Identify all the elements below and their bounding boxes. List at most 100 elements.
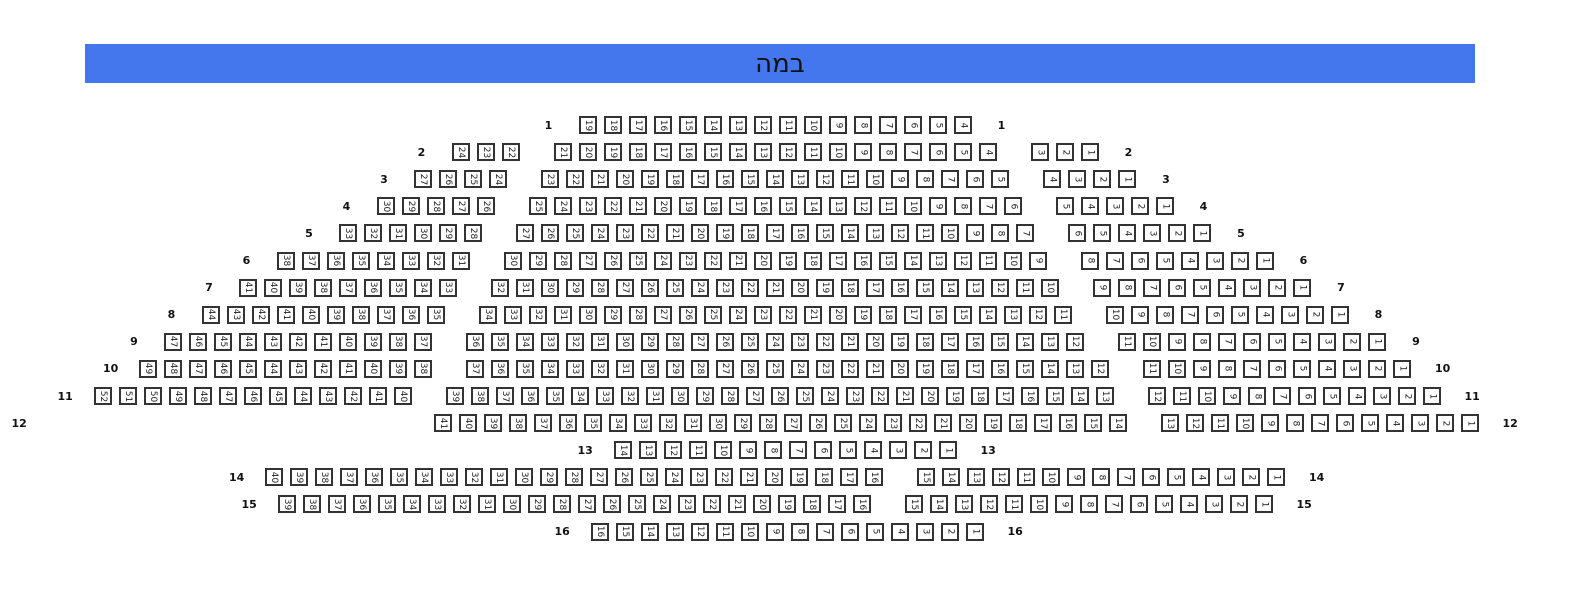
seat[interactable]: 29 [439,224,457,243]
seat[interactable]: 26 [741,359,759,378]
seat[interactable]: 10 [866,170,884,189]
seat[interactable]: 15 [991,332,1009,351]
seat[interactable]: 15 [1045,387,1064,405]
seat[interactable]: 28 [720,387,739,405]
seat[interactable]: 47 [218,387,237,405]
seat[interactable]: 19 [790,468,808,487]
seat[interactable]: 6 [903,116,922,134]
seat[interactable]: 39 [290,468,308,487]
seat[interactable]: 35 [389,278,407,297]
seat[interactable]: 9 [1093,278,1111,297]
seat[interactable]: 16 [678,143,697,162]
seat[interactable]: 14 [1041,359,1059,378]
seat[interactable]: 2 [1242,468,1260,487]
seat[interactable]: 29 [695,387,714,405]
seat[interactable]: 12 [979,495,998,514]
seat[interactable]: 5 [1293,359,1311,378]
seat[interactable]: 35 [516,359,534,378]
seat[interactable]: 1 [1330,305,1349,324]
seat[interactable]: 12 [1091,359,1109,378]
seat[interactable]: 14 [1108,414,1127,433]
seat[interactable]: 8 [1218,359,1236,378]
seat[interactable]: 30 [578,305,597,324]
seat[interactable]: 26 [770,387,789,405]
seat[interactable]: 3 [1204,495,1223,514]
seat[interactable]: 1 [1254,495,1273,514]
seat[interactable]: 8 [991,224,1009,243]
seat[interactable]: 37 [466,359,484,378]
seat[interactable]: 5 [1055,197,1074,216]
seat[interactable]: 2 [1343,332,1361,351]
seat[interactable]: 3 [1105,197,1124,216]
seat[interactable]: 36 [401,305,420,324]
seat[interactable]: 12 [991,278,1009,297]
seat[interactable]: 25 [833,414,852,433]
seat[interactable]: 4 [978,143,997,162]
seat[interactable]: 16 [590,522,609,541]
seat[interactable]: 29 [528,251,547,270]
seat[interactable]: 31 [683,414,702,433]
seat[interactable]: 8 [853,116,872,134]
seat[interactable]: 9 [828,116,847,134]
seat[interactable]: 33 [427,495,446,514]
seat[interactable]: 26 [615,468,633,487]
seat[interactable]: 2 [1230,251,1249,270]
seat[interactable]: 8 [763,441,782,460]
seat[interactable]: 25 [640,468,658,487]
seat[interactable]: 4 [1043,170,1061,189]
seat[interactable]: 31 [616,359,634,378]
seat[interactable]: 26 [641,278,659,297]
seat[interactable]: 10 [1042,468,1060,487]
seat[interactable]: 16 [928,305,947,324]
seat[interactable]: 15 [703,143,722,162]
seat[interactable]: 13 [928,251,947,270]
seat[interactable]: 29 [733,414,752,433]
seat[interactable]: 22 [870,387,889,405]
seat[interactable]: 3 [1372,387,1391,405]
seat[interactable]: 7 [815,522,834,541]
seat[interactable]: 30 [515,468,533,487]
seat[interactable]: 19 [603,143,622,162]
seat[interactable]: 31 [389,224,407,243]
seat[interactable]: 38 [414,359,432,378]
seat[interactable]: 20 [653,197,672,216]
seat[interactable]: 20 [791,278,809,297]
seat[interactable]: 35 [491,332,509,351]
seat[interactable]: 36 [365,468,383,487]
seat[interactable]: 8 [1118,278,1136,297]
seat[interactable]: 12 [663,441,682,460]
seat[interactable]: 17 [828,251,847,270]
seat[interactable]: 27 [616,278,634,297]
seat[interactable]: 34 [516,332,534,351]
seat[interactable]: 18 [941,359,959,378]
seat[interactable]: 5 [1360,414,1379,433]
seat[interactable]: 17 [966,359,984,378]
seat[interactable]: 1 [1080,143,1099,162]
seat[interactable]: 8 [916,170,934,189]
seat[interactable]: 1 [1155,197,1174,216]
seat[interactable]: 37 [533,414,552,433]
seat[interactable]: 11 [841,170,859,189]
seat[interactable]: 28 [565,468,583,487]
seat[interactable]: 22 [566,170,584,189]
seat[interactable]: 12 [953,251,972,270]
seat[interactable]: 27 [451,197,470,216]
seat[interactable]: 34 [541,359,559,378]
seat[interactable]: 34 [414,278,432,297]
seat[interactable]: 14 [703,116,722,134]
seat[interactable]: 42 [343,387,362,405]
seat[interactable]: 17 [840,468,858,487]
seat[interactable]: 19 [816,278,834,297]
seat[interactable]: 15 [917,468,935,487]
seat[interactable]: 7 [903,143,922,162]
seat[interactable]: 21 [740,468,758,487]
seat[interactable]: 34 [608,414,627,433]
seat[interactable]: 18 [741,224,759,243]
seat[interactable]: 3 [915,522,934,541]
seat[interactable]: 5 [838,441,857,460]
seat[interactable]: 33 [633,414,652,433]
seat[interactable]: 14 [803,197,822,216]
seat[interactable]: 11 [688,441,707,460]
seat[interactable]: 45 [268,387,287,405]
seat[interactable]: 7 [1243,359,1261,378]
